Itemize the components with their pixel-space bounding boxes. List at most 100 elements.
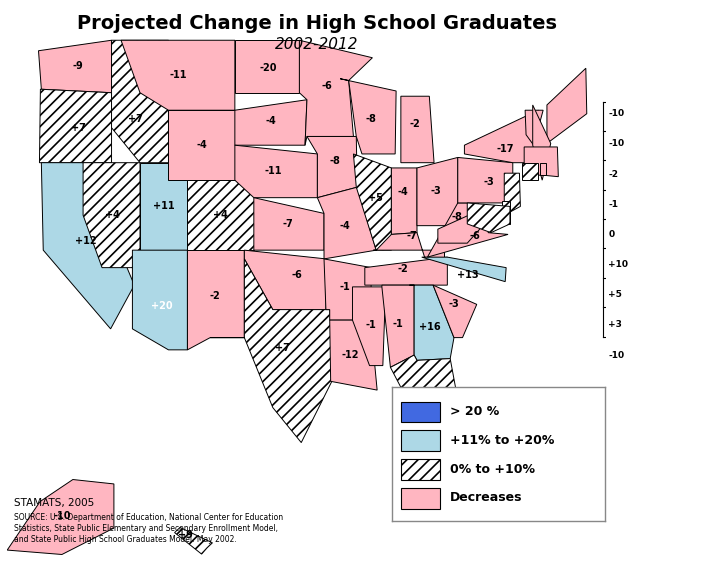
Text: +9: +9 — [178, 530, 193, 540]
Text: +16: +16 — [420, 322, 441, 332]
Polygon shape — [374, 233, 444, 259]
Text: -8: -8 — [451, 212, 462, 222]
Text: -17: -17 — [497, 144, 514, 154]
Text: -11: -11 — [265, 167, 282, 176]
Polygon shape — [244, 250, 326, 310]
Text: -10: -10 — [608, 109, 624, 118]
Text: -1: -1 — [392, 319, 403, 329]
Text: -20: -20 — [259, 63, 276, 73]
Text: +4: +4 — [213, 210, 228, 220]
Polygon shape — [340, 79, 396, 154]
Polygon shape — [38, 40, 112, 93]
Polygon shape — [365, 257, 447, 285]
Polygon shape — [525, 110, 543, 145]
Text: -4: -4 — [397, 187, 408, 197]
Text: -10: -10 — [608, 351, 624, 360]
Text: +5: +5 — [368, 193, 383, 203]
Text: -1: -1 — [608, 200, 618, 209]
Text: +3: +3 — [608, 320, 622, 329]
Polygon shape — [300, 40, 372, 145]
Text: Decreases: Decreases — [450, 492, 522, 504]
Text: +5: +5 — [608, 290, 622, 299]
Bar — [401, 402, 440, 422]
Text: -2: -2 — [410, 119, 420, 129]
Polygon shape — [7, 480, 114, 554]
Text: 2002-2012: 2002-2012 — [275, 37, 359, 52]
Polygon shape — [354, 154, 392, 250]
Text: -7: -7 — [283, 219, 293, 229]
Text: -10: -10 — [608, 139, 624, 149]
Text: +7: +7 — [128, 114, 143, 124]
Text: -1: -1 — [365, 320, 376, 331]
Polygon shape — [330, 320, 377, 390]
Text: -1: -1 — [340, 282, 350, 292]
Polygon shape — [210, 259, 335, 443]
Polygon shape — [318, 187, 376, 259]
Text: Projected Change in High School Graduates: Projected Change in High School Graduate… — [77, 14, 557, 33]
Polygon shape — [438, 208, 485, 243]
Text: -6: -6 — [322, 81, 332, 90]
Text: -6: -6 — [469, 231, 480, 241]
Polygon shape — [235, 40, 300, 93]
Bar — [401, 488, 440, 509]
Polygon shape — [422, 257, 506, 282]
Polygon shape — [235, 100, 307, 145]
Text: STAMATS, 2005: STAMATS, 2005 — [14, 498, 94, 508]
Polygon shape — [40, 89, 112, 163]
Polygon shape — [392, 168, 417, 234]
Text: +10: +10 — [608, 260, 629, 269]
Text: -2: -2 — [210, 291, 220, 300]
Polygon shape — [417, 158, 458, 226]
Polygon shape — [504, 173, 521, 215]
Polygon shape — [522, 163, 539, 180]
Text: +11: +11 — [153, 201, 174, 212]
Polygon shape — [187, 180, 254, 250]
Text: > 20 %: > 20 % — [450, 405, 499, 418]
Polygon shape — [390, 355, 462, 469]
Text: +12: +12 — [75, 236, 96, 246]
Text: SOURCE: U.S. Department of Education, National Center for Education
Statistics, : SOURCE: U.S. Department of Education, Na… — [14, 513, 284, 545]
Text: +4: +4 — [105, 210, 120, 220]
Text: 0: 0 — [608, 230, 615, 239]
Polygon shape — [174, 527, 212, 554]
Text: -8: -8 — [365, 114, 376, 124]
Text: +11% to +20%: +11% to +20% — [450, 434, 554, 447]
Polygon shape — [235, 145, 318, 197]
Polygon shape — [324, 259, 372, 320]
Polygon shape — [140, 163, 187, 250]
Text: -4: -4 — [340, 221, 350, 230]
Text: 0% to +10%: 0% to +10% — [450, 463, 535, 476]
Polygon shape — [382, 285, 414, 368]
Polygon shape — [254, 197, 324, 250]
Polygon shape — [353, 287, 386, 366]
Text: -10: -10 — [53, 511, 71, 521]
Text: -3: -3 — [431, 185, 441, 196]
Text: +7: +7 — [275, 343, 289, 353]
Polygon shape — [467, 203, 510, 233]
Text: -8: -8 — [329, 156, 340, 166]
Polygon shape — [428, 203, 508, 257]
Text: -6: -6 — [291, 270, 302, 279]
Text: -3: -3 — [449, 299, 459, 310]
Text: +7: +7 — [71, 123, 86, 133]
Polygon shape — [458, 158, 513, 203]
Text: +20: +20 — [151, 301, 173, 311]
Text: -7: -7 — [407, 231, 418, 241]
Text: -4: -4 — [266, 116, 276, 126]
Polygon shape — [547, 68, 587, 143]
Bar — [401, 430, 440, 451]
Text: -2: -2 — [608, 170, 618, 179]
Polygon shape — [132, 250, 187, 350]
Polygon shape — [540, 163, 546, 175]
Text: -11: -11 — [169, 70, 186, 80]
Polygon shape — [410, 285, 454, 360]
Polygon shape — [401, 96, 434, 163]
Polygon shape — [307, 137, 357, 197]
Text: -4: -4 — [197, 140, 207, 150]
Polygon shape — [168, 110, 235, 180]
Bar — [401, 459, 440, 480]
Text: +13: +13 — [457, 270, 479, 279]
Text: -3: -3 — [484, 177, 495, 187]
Polygon shape — [112, 40, 168, 163]
Polygon shape — [524, 147, 558, 180]
